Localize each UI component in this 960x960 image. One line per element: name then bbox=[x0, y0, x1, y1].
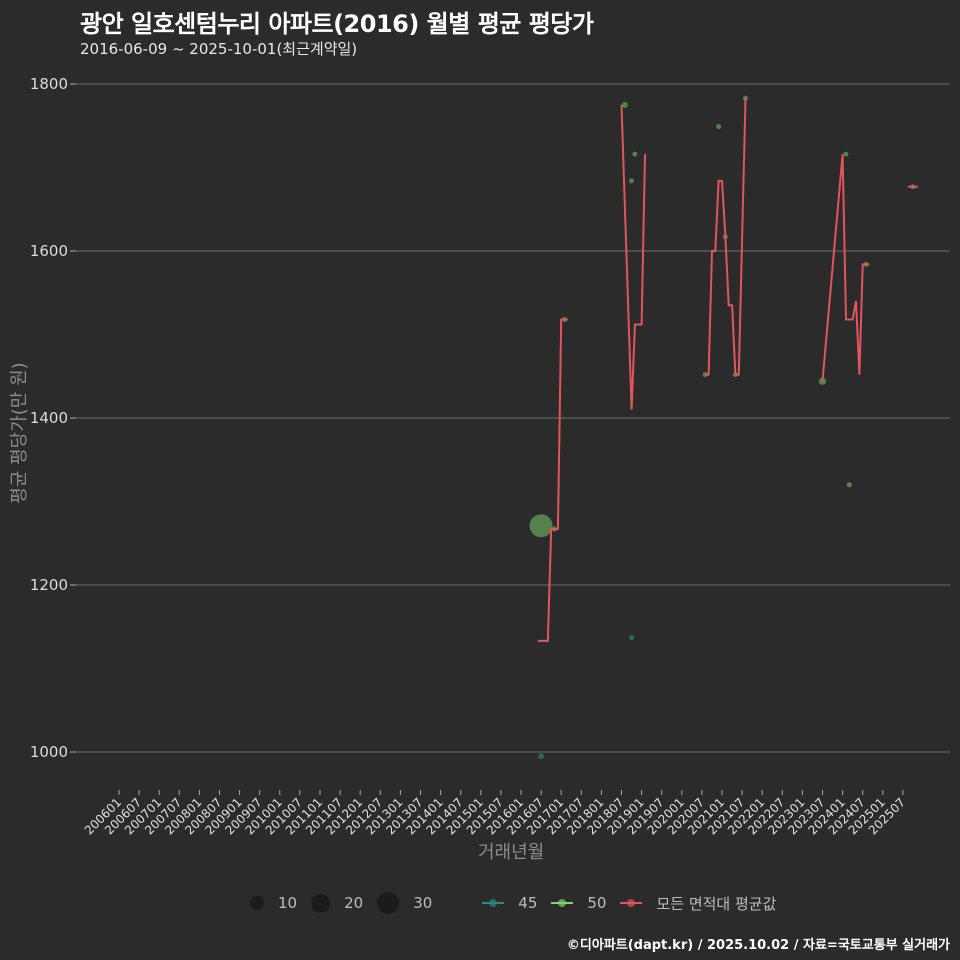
legend-area-50: 50 bbox=[551, 894, 606, 912]
y-tick-label: 1800 bbox=[30, 75, 68, 93]
line-marker-icon bbox=[551, 899, 574, 907]
legend-size-20: 20 bbox=[311, 893, 364, 913]
legend-area-45: 45 bbox=[482, 894, 537, 912]
y-tick-label: 1600 bbox=[30, 242, 68, 260]
legend-size-30: 30 bbox=[377, 892, 432, 914]
size-dot-icon bbox=[250, 896, 264, 910]
data-point-50 bbox=[529, 514, 553, 538]
legend-label: 45 bbox=[518, 894, 538, 912]
size-dot-icon bbox=[311, 893, 331, 913]
data-point-45 bbox=[538, 753, 545, 760]
average-line bbox=[620, 104, 646, 410]
size-dot-icon bbox=[377, 892, 400, 914]
legend-label: 30 bbox=[413, 894, 433, 912]
average-line bbox=[821, 154, 870, 382]
data-point-50 bbox=[843, 151, 849, 157]
data-point-50 bbox=[629, 178, 635, 184]
legend-label: 20 bbox=[344, 894, 364, 912]
legend: 10 20 30 45 50 모든 면적대 평균값 bbox=[250, 892, 790, 914]
data-point-45 bbox=[629, 635, 635, 641]
legend-average: 모든 면적대 평균값 bbox=[620, 893, 776, 914]
legend-label: 모든 면적대 평균값 bbox=[656, 894, 777, 913]
legend-size-10: 10 bbox=[250, 894, 297, 912]
line-marker-icon bbox=[482, 899, 505, 907]
data-point-50 bbox=[702, 372, 708, 378]
data-point-50 bbox=[846, 482, 852, 488]
y-tick-label: 1400 bbox=[30, 409, 68, 427]
average-line bbox=[705, 98, 747, 376]
data-point-50 bbox=[716, 124, 722, 130]
line-marker-icon bbox=[620, 899, 643, 907]
footer-credit: ©디아파트(dapt.kr) / 2025.10.02 / 자료=국토교통부 실… bbox=[566, 938, 950, 953]
y-tick-label: 1000 bbox=[30, 743, 68, 761]
data-point-50 bbox=[621, 101, 628, 108]
x-axis-label: 거래년월 bbox=[478, 842, 545, 863]
legend-label: 10 bbox=[278, 894, 298, 912]
data-point-50 bbox=[632, 151, 638, 157]
chart-title: 광안 일호센텀누리 아파트(2016) 월별 평균 평당가 bbox=[80, 10, 594, 38]
chart-subtitle: 2016-06-09 ~ 2025-10-01(최근계약일) bbox=[80, 40, 358, 58]
y-tick-label: 1200 bbox=[30, 576, 68, 594]
average-line bbox=[537, 318, 568, 642]
legend-label: 50 bbox=[587, 894, 607, 912]
y-axis-label: 평균 평당가(만 원) bbox=[9, 362, 30, 504]
data-point-50 bbox=[742, 95, 748, 101]
